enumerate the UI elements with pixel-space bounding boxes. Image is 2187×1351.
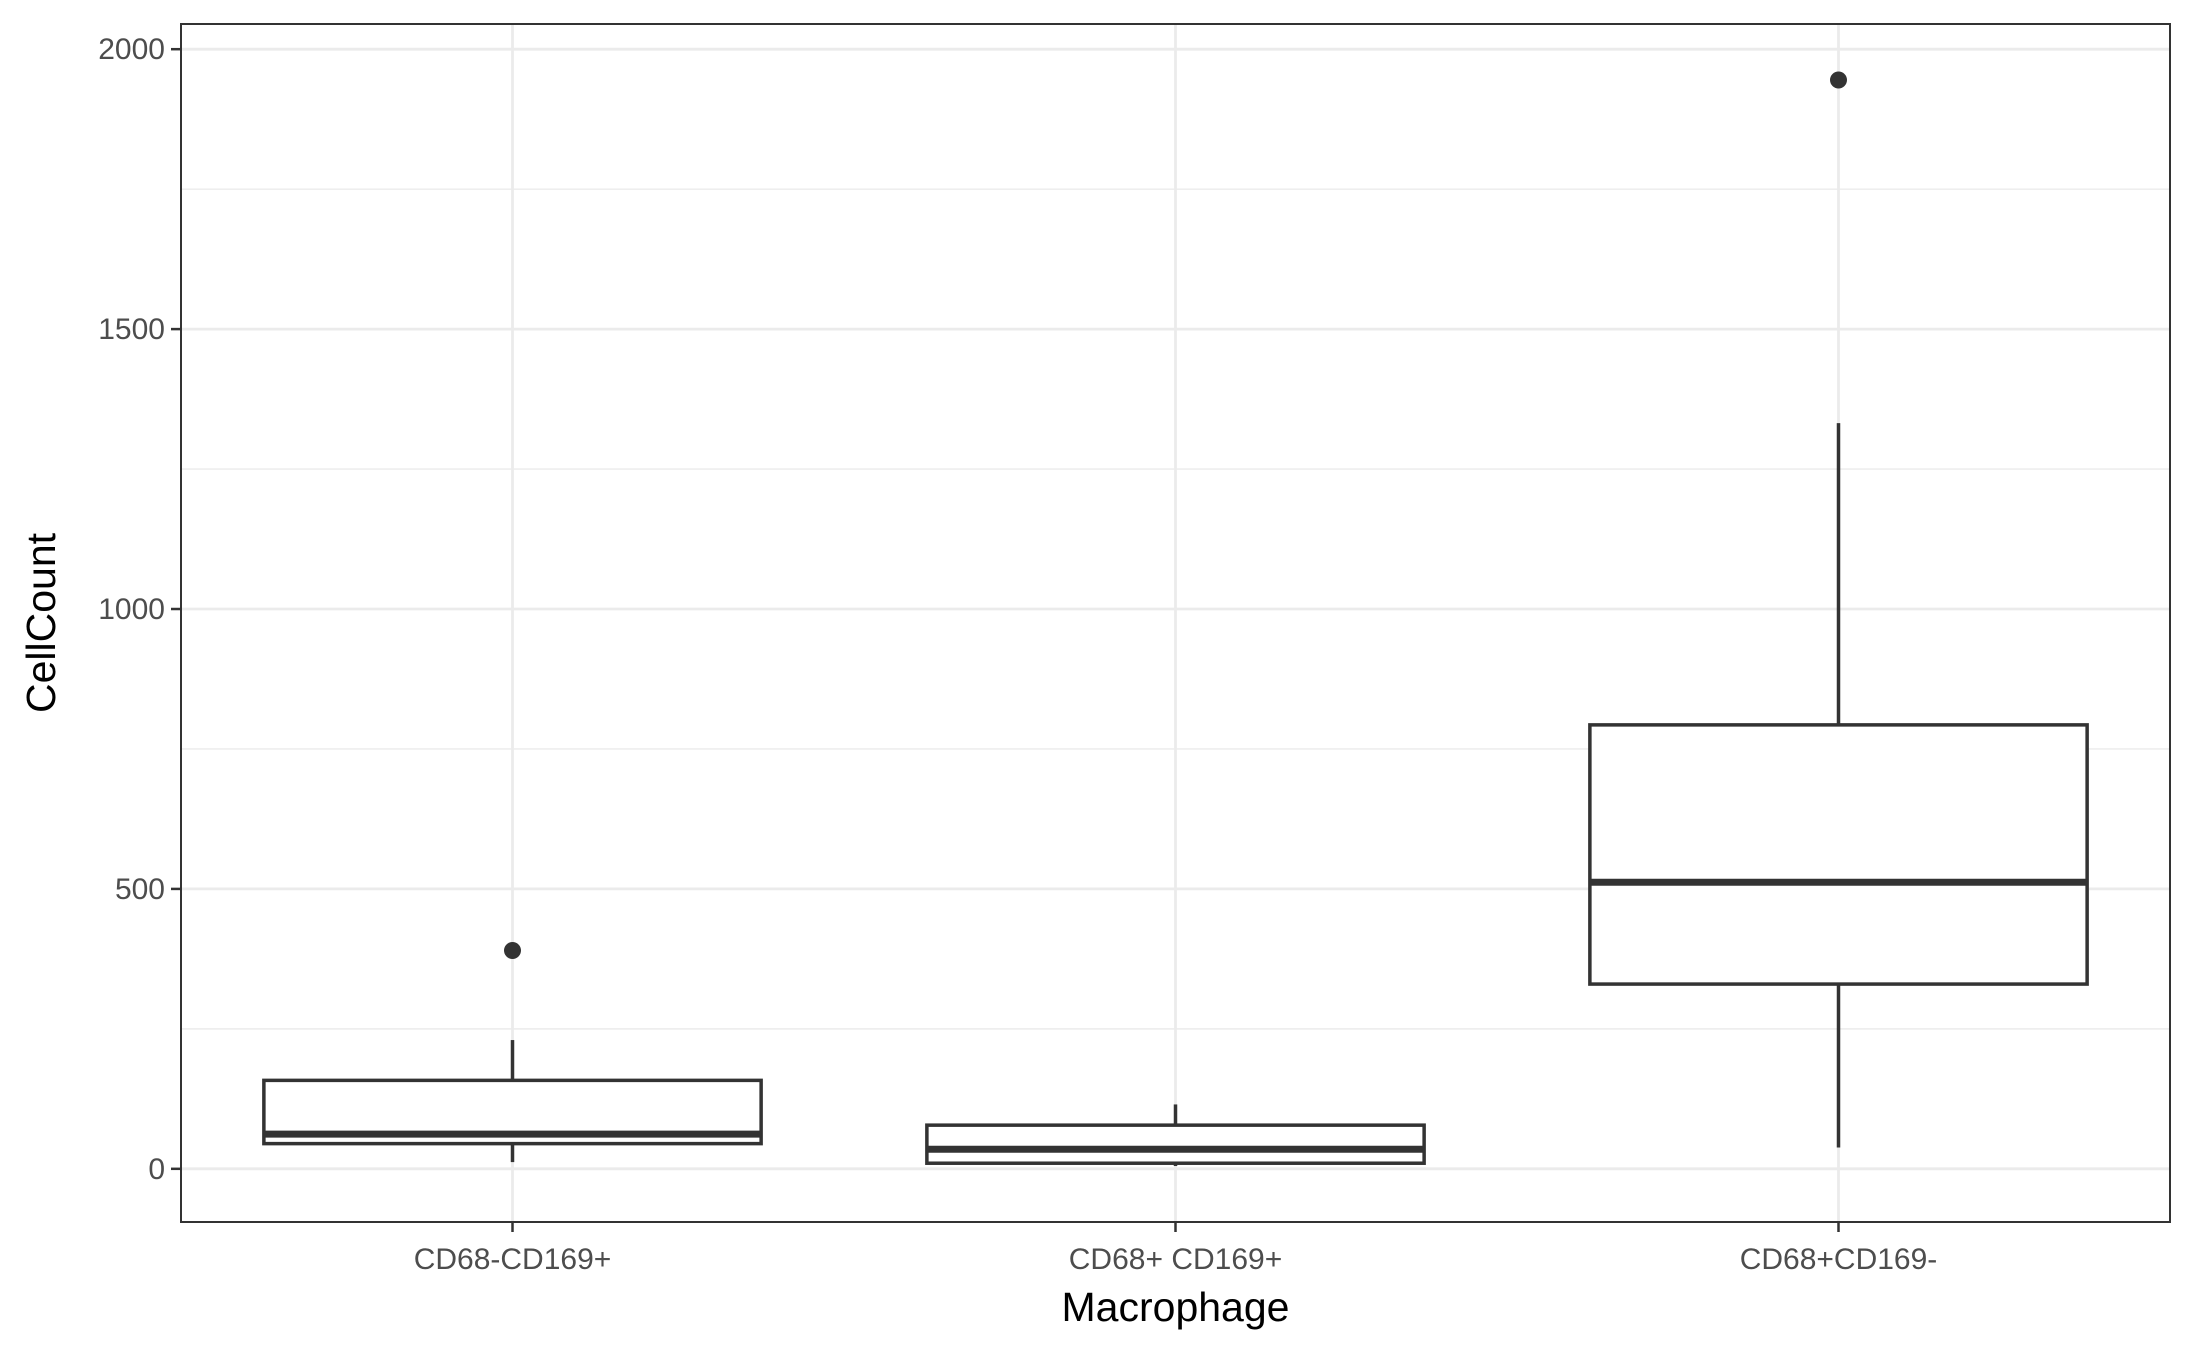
boxplot-2: [1588, 71, 2089, 1148]
axis-layer: 0 500 1000 1500 2000 CD68-CD169+ CD68+ CD169+ C…: [98, 33, 1937, 1276]
y-tick-label: 1500: [98, 313, 165, 346]
box-layer: [262, 71, 2089, 1167]
boxplot-0: [262, 941, 763, 1163]
x-tick-label: CD68+ CD169+: [1069, 1243, 1282, 1276]
y-tick-label: 0: [148, 1153, 165, 1186]
y-axis-title: CellCount: [18, 532, 64, 713]
box-iqr: [925, 1123, 1426, 1165]
boxplot-1: [925, 1104, 1426, 1167]
outlier-point: [1830, 71, 1847, 89]
y-tick-label: 1000: [98, 593, 165, 626]
x-axis-title: Macrophage: [1062, 1284, 1290, 1330]
x-tick-label: CD68-CD169+: [414, 1243, 612, 1276]
y-tick-label: 2000: [98, 33, 165, 66]
box-iqr: [1588, 723, 2089, 986]
x-tick-label: CD68+CD169-: [1740, 1243, 1938, 1276]
outlier-point: [504, 941, 521, 959]
y-tick-label: 500: [115, 873, 165, 906]
